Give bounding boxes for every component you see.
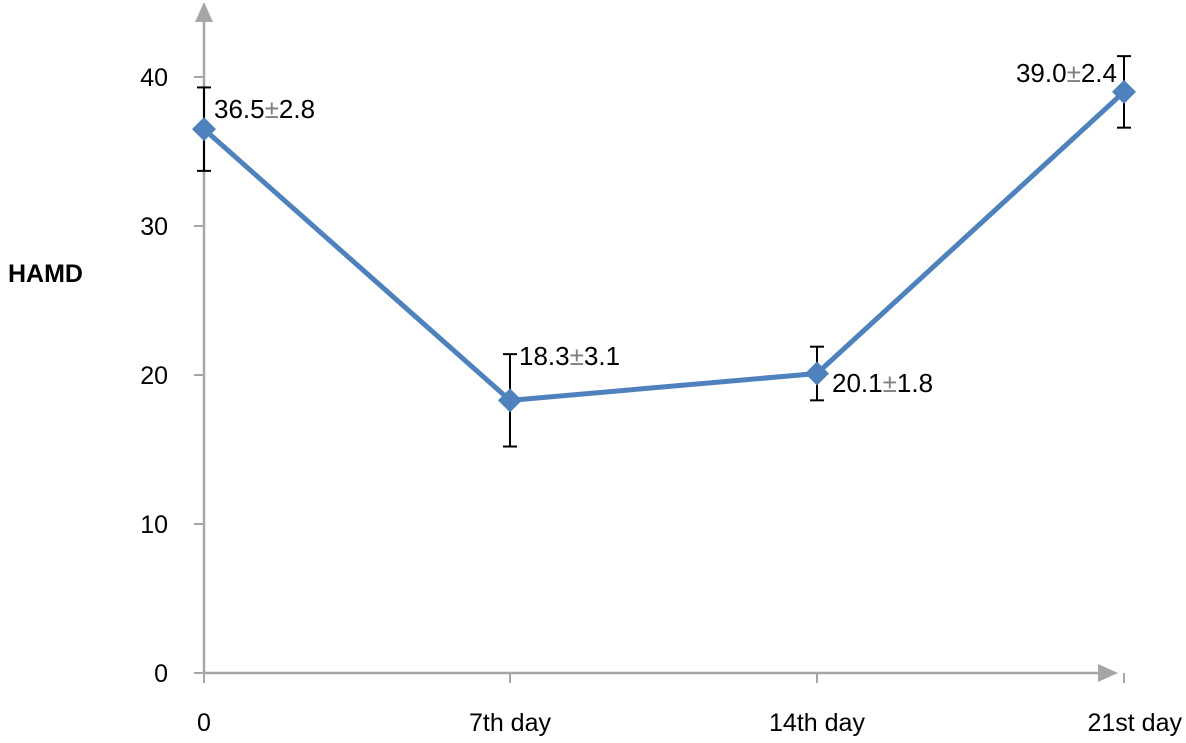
axes: [195, 2, 1118, 682]
series-line-group: [202, 90, 1126, 403]
x-axis-arrow: [1098, 664, 1118, 682]
y-axis-arrow: [195, 2, 213, 22]
data-label: 39.0±2.4: [1016, 58, 1117, 88]
data-point: [192, 117, 216, 142]
data-label: 20.1±1.8: [832, 368, 933, 398]
y-tick-label: 40: [140, 64, 168, 92]
data-point: [805, 361, 829, 386]
data-point: [498, 388, 522, 413]
x-tick-label: 0: [197, 709, 211, 737]
x-tick-label: 21st day: [1087, 709, 1182, 737]
data-label: 18.3±3.1: [519, 341, 620, 371]
data-markers: [192, 79, 1136, 413]
data-labels: 36.5±2.8 18.3±3.1 20.1±1.8 39.0±2.4: [214, 58, 1117, 398]
x-axis-ticks: 0 7th day 14th day 21st day: [197, 673, 1182, 737]
y-axis-ticks: 0 10 20 30 40: [140, 64, 204, 688]
x-tick-label: 14th day: [769, 709, 865, 737]
y-tick-label: 30: [140, 213, 168, 241]
y-tick-label: 20: [140, 362, 168, 390]
x-tick-label: 7th day: [469, 709, 552, 737]
series-line: [202, 90, 1126, 403]
y-axis-title: HAMD: [8, 260, 83, 288]
y-tick-label: 10: [140, 511, 168, 539]
y-tick-label: 0: [154, 660, 168, 688]
data-point: [1112, 79, 1136, 104]
data-label: 36.5±2.8: [214, 94, 315, 124]
